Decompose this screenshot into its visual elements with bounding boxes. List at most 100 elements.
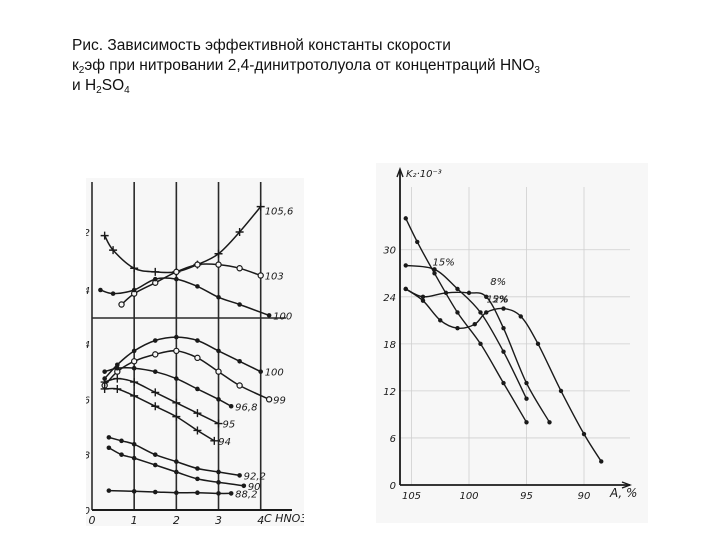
right-chart-data-point bbox=[438, 318, 443, 323]
left-chart-series-label: 88,2 bbox=[235, 489, 257, 500]
left-chart-data-point bbox=[193, 409, 202, 418]
left-chart-data-point bbox=[195, 466, 200, 471]
left-chart-data-point bbox=[109, 246, 118, 255]
right-chart-x-tick-label: 105 bbox=[402, 491, 421, 502]
left-chart-series-line bbox=[104, 367, 232, 407]
left-chart-series-label: 95 bbox=[223, 420, 236, 431]
left-chart-data-point bbox=[115, 365, 120, 371]
left-chart-data-point bbox=[228, 403, 234, 409]
left-chart-series-line bbox=[100, 277, 270, 317]
right-chart-data-point bbox=[403, 286, 408, 292]
left-chart-data-point bbox=[152, 276, 158, 282]
left-chart-data-point bbox=[174, 334, 179, 340]
right-chart-data-point bbox=[415, 239, 420, 245]
left-chart-data-point bbox=[152, 489, 158, 495]
left-chart-data-point bbox=[115, 362, 120, 368]
right-chart-data-point bbox=[535, 341, 541, 347]
figure-caption: Рис. Зависимость эффективной константы с… bbox=[72, 36, 672, 96]
left-chart-y-tick-label: 32 bbox=[86, 228, 90, 239]
left-chart-data-point bbox=[195, 490, 200, 496]
left-chart-data-point bbox=[174, 376, 179, 381]
right-chart-grid bbox=[400, 187, 630, 486]
left-chart-data-point bbox=[98, 287, 103, 293]
left-chart-data-point bbox=[235, 228, 244, 236]
left-chart-data-point bbox=[214, 419, 223, 428]
right-chart-data-point bbox=[455, 310, 460, 315]
left-chart-data-point bbox=[131, 365, 137, 371]
left-chart-data-point bbox=[256, 202, 265, 211]
left-chart-x-tick-label: 1 bbox=[131, 514, 138, 526]
left-chart-data-point bbox=[113, 374, 122, 383]
caption-line-2: к2эф при нитровании 2,4-динитротолуола о… bbox=[72, 57, 540, 76]
left-chart-y-tick-label: 0 bbox=[86, 506, 90, 517]
left-chart-data-point bbox=[236, 265, 243, 272]
left-chart-data-point bbox=[152, 351, 159, 358]
right-chart-data-point bbox=[472, 322, 477, 327]
left-chart-y-tick-label: 16 bbox=[86, 395, 90, 406]
left-chart-series-line bbox=[104, 206, 262, 274]
left-chart-data-point bbox=[151, 402, 160, 411]
right-chart-data-point bbox=[403, 216, 408, 221]
left-chart-data-point bbox=[216, 294, 221, 300]
left-chart-ticks: 0 1 2 3 4 0 8 16 24 24 32 C HNO3 bbox=[86, 228, 304, 526]
right-chart-data-point bbox=[455, 325, 460, 331]
left-chart-data-point bbox=[195, 476, 200, 482]
left-chart-grid bbox=[91, 182, 262, 510]
left-chart-data-point bbox=[174, 490, 179, 496]
right-chart-data-point bbox=[484, 310, 489, 315]
right-chart-data-point bbox=[420, 298, 426, 303]
right-chart-y-tick-label: 18 bbox=[383, 340, 396, 351]
left-chart-data-point bbox=[100, 231, 109, 240]
right-chart-panel: 0 6 12 18 24 30 105 100 95 90 A, % K₂·10⁻³ 15% 12% 8%… bbox=[376, 163, 648, 523]
right-chart-data-point bbox=[432, 267, 437, 272]
left-chart-series-label: 99 bbox=[273, 395, 286, 406]
left-chart-data-point bbox=[110, 291, 116, 296]
left-chart-y-tick-label: 8 bbox=[86, 451, 90, 462]
right-chart-x-tick-label: 95 bbox=[520, 491, 533, 502]
left-chart-axes bbox=[92, 317, 292, 511]
left-chart-data-point bbox=[172, 412, 181, 421]
right-chart-axes bbox=[396, 167, 632, 489]
right-chart-series-label: 15% bbox=[433, 257, 455, 268]
left-chart-data-point bbox=[194, 261, 201, 268]
left-chart-data-point bbox=[237, 358, 242, 364]
right-chart-data-point bbox=[501, 325, 506, 331]
left-chart-data-point bbox=[258, 369, 263, 374]
left-chart-series bbox=[98, 202, 273, 496]
right-chart-y-tick-label: 12 bbox=[383, 387, 396, 398]
right-chart-y-tick-label: 30 bbox=[383, 246, 396, 257]
left-chart-x-tick-label: 0 bbox=[89, 514, 96, 526]
left-chart-x-tick-label: 2 bbox=[173, 514, 180, 526]
left-chart-data-point bbox=[172, 398, 181, 407]
left-chart-series-label: 100 bbox=[273, 311, 292, 322]
left-chart-data-point bbox=[236, 382, 243, 389]
left-chart-data-point bbox=[215, 261, 222, 268]
left-chart-y-tick-label: 24 bbox=[86, 286, 90, 297]
left-chart-data-point bbox=[106, 488, 112, 493]
right-chart-data-point bbox=[501, 306, 506, 311]
right-chart-data-point bbox=[581, 431, 587, 437]
right-chart-y-arrow bbox=[396, 167, 404, 178]
left-chart-data-point bbox=[216, 480, 221, 485]
left-chart-data-point bbox=[216, 348, 221, 354]
left-chart-data-point bbox=[195, 386, 200, 392]
left-chart-data-point bbox=[257, 272, 264, 279]
left-chart-data-point bbox=[214, 249, 223, 258]
right-chart-labels: 15% 12% 8% 5% bbox=[433, 257, 509, 305]
right-chart-series-label: 12% bbox=[487, 294, 509, 305]
caption-line-3: и H2SO4 bbox=[72, 77, 130, 96]
left-chart-data-point bbox=[174, 459, 179, 464]
right-chart-x-label: A, % bbox=[609, 486, 637, 500]
left-chart-data-point bbox=[173, 347, 180, 355]
left-chart-data-point bbox=[131, 348, 137, 354]
left-chart-series-line bbox=[104, 377, 219, 425]
left-chart-series-label: 103 bbox=[265, 272, 284, 283]
left-chart-data-point bbox=[174, 469, 179, 475]
right-chart-data-point bbox=[466, 290, 472, 296]
left-chart-data-point bbox=[151, 388, 160, 397]
left-chart-series-label: 105,6 bbox=[265, 207, 294, 218]
left-chart-data-point bbox=[152, 462, 158, 468]
left-chart-data-point bbox=[100, 384, 109, 393]
right-chart-series-line bbox=[405, 218, 528, 423]
left-chart-data-point bbox=[195, 284, 200, 289]
